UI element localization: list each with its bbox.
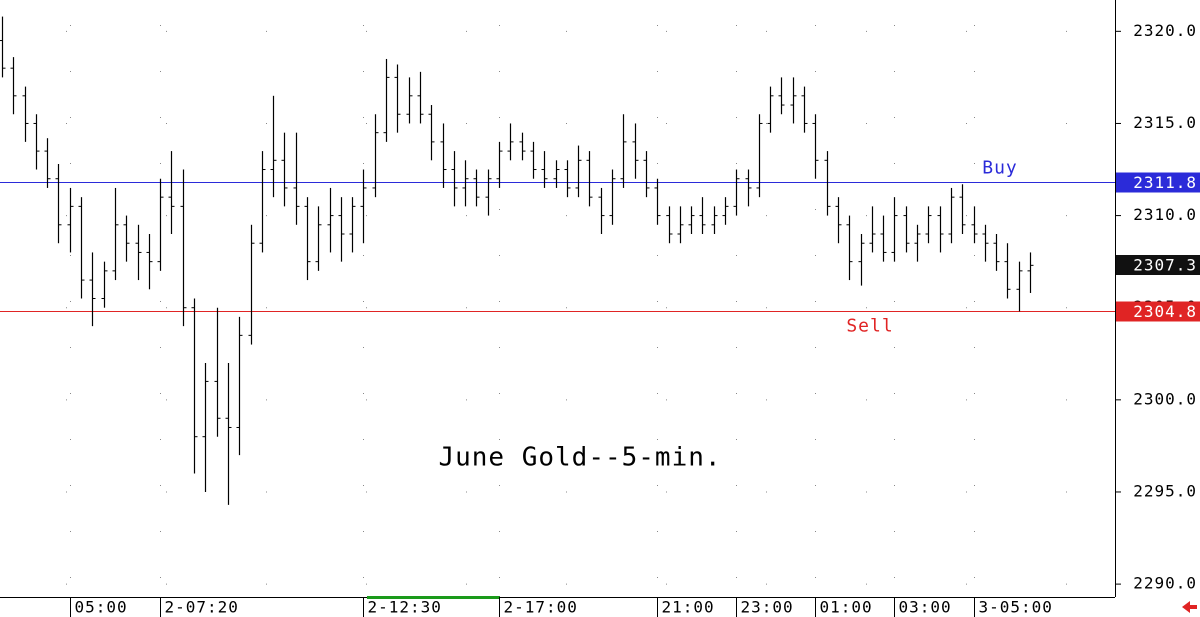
- level-tag-label: 2311.8: [1133, 173, 1197, 192]
- level-tag: [1116, 172, 1200, 193]
- y-tick-label: 2310.0: [1133, 205, 1197, 224]
- y-tick-label: 2295.0: [1133, 481, 1197, 500]
- last-price-tag: [1116, 255, 1200, 275]
- y-tick-label: 2290.0: [1133, 574, 1197, 593]
- x-tick-label: 3-05:00: [979, 598, 1053, 617]
- level-tag: [1116, 301, 1200, 322]
- x-tick-label: 05:00: [75, 598, 128, 617]
- y-tick-label: 2320.0: [1133, 21, 1197, 40]
- y-tick-label: 2315.0: [1133, 113, 1197, 132]
- x-tick-label: 01:00: [820, 598, 873, 617]
- session-marker: [367, 596, 500, 599]
- x-tick-label: 23:00: [741, 598, 794, 617]
- level-label: Sell: [846, 316, 893, 337]
- x-tick-label: 2-17:00: [504, 598, 578, 617]
- x-tick-label: 2-12:30: [368, 598, 442, 617]
- x-tick-label: 21:00: [662, 598, 715, 617]
- level-label: Buy: [982, 158, 1018, 179]
- x-tick-label: 2-07:20: [165, 598, 239, 617]
- x-tick-label: 03:00: [899, 598, 952, 617]
- scroll-arrow[interactable]: [1182, 601, 1197, 613]
- last-price-label: 2307.3: [1133, 256, 1197, 275]
- annotation: June Gold--5-min.: [438, 443, 721, 473]
- y-tick-label: 2300.0: [1133, 389, 1197, 408]
- level-tag-label: 2304.8: [1133, 302, 1197, 321]
